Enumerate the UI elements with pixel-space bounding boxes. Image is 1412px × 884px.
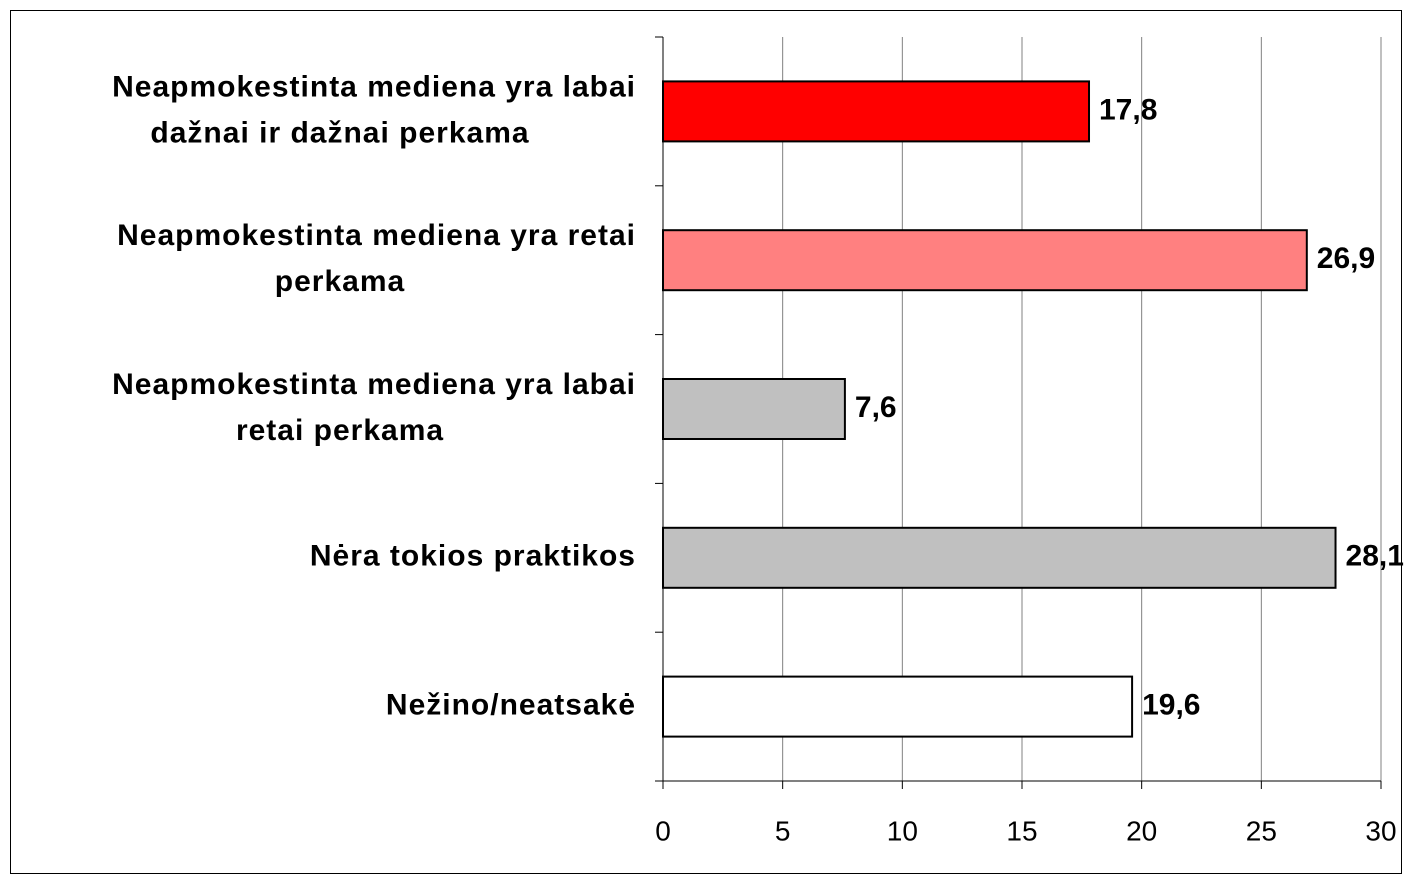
- value-label: 19,6: [1142, 689, 1200, 722]
- category-label: dažnai ir dažnai perkama: [150, 116, 529, 149]
- value-label: 26,9: [1317, 242, 1375, 275]
- x-tick-label: 15: [1006, 815, 1037, 846]
- bar: [662, 80, 1091, 143]
- category-label: Nėra tokios praktikos: [310, 540, 636, 573]
- x-tick-label: 10: [887, 815, 918, 846]
- value-label: 17,8: [1099, 93, 1157, 126]
- value-label: 7,6: [855, 391, 897, 424]
- category-label: Nežino/neatsakė: [386, 689, 636, 722]
- bar: [662, 229, 1308, 292]
- bar: [662, 675, 1134, 738]
- value-label: 28,1: [1346, 540, 1404, 573]
- x-tick-label: 30: [1365, 815, 1396, 846]
- category-label: retai perkama: [236, 414, 444, 447]
- x-tick-label: 20: [1126, 815, 1157, 846]
- category-label: Neapmokestinta mediena yra labai: [112, 70, 636, 103]
- category-label: Neapmokestinta mediena yra retai: [117, 219, 636, 252]
- x-tick-label: 0: [655, 815, 671, 846]
- x-tick-label: 5: [775, 815, 791, 846]
- x-tick-label: 25: [1246, 815, 1277, 846]
- bar: [662, 378, 846, 440]
- bar: [662, 526, 1337, 589]
- category-label: perkama: [275, 265, 405, 298]
- category-label: Neapmokestinta mediena yra labai: [112, 368, 636, 401]
